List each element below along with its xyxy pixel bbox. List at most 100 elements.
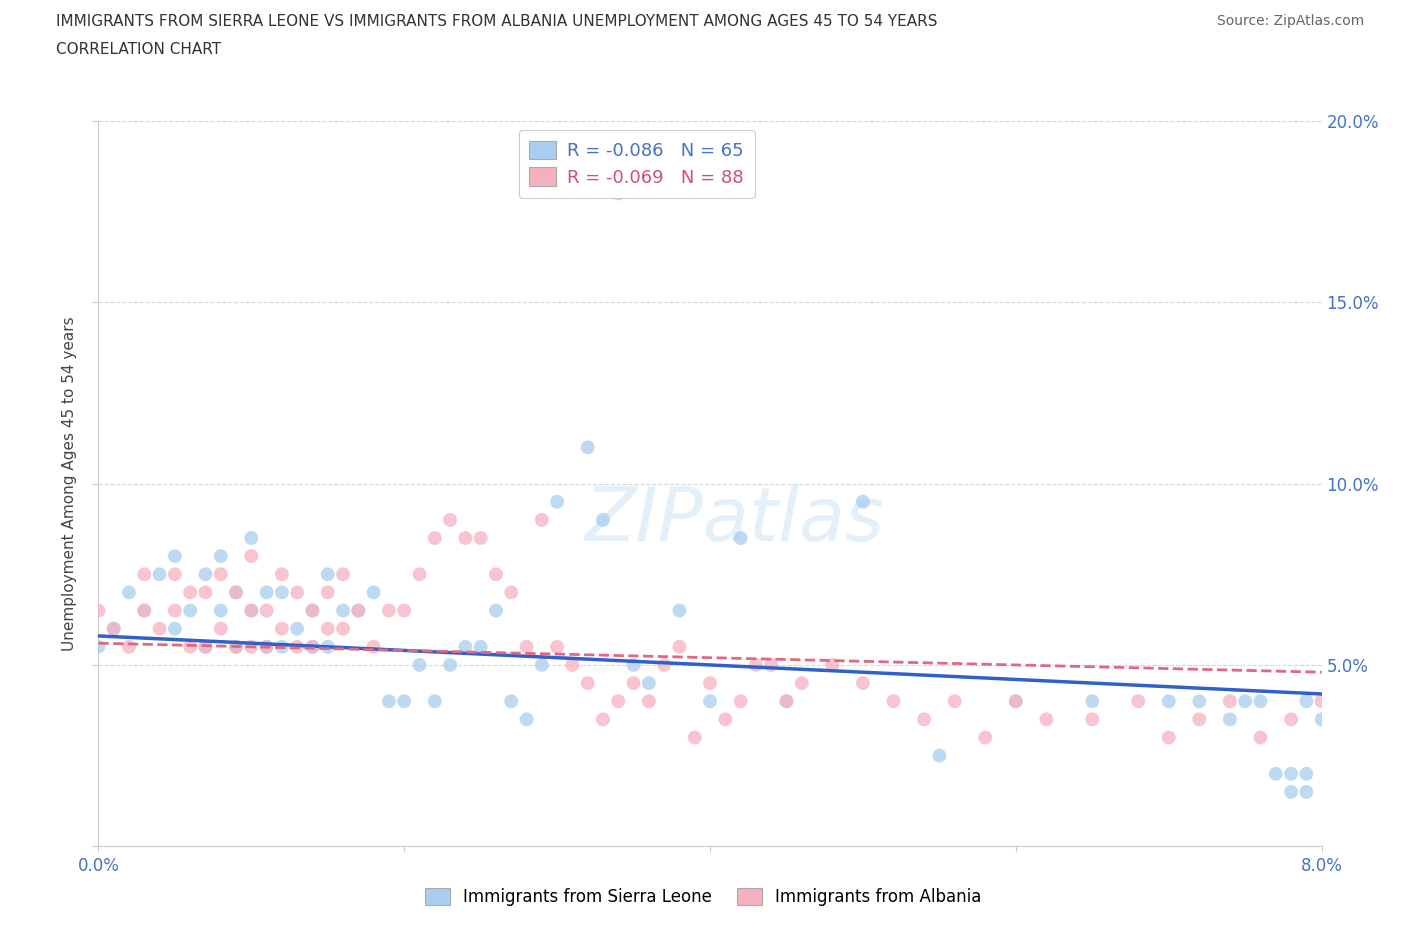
Point [179,640,201,655]
Point [637,675,661,690]
Point [285,640,308,655]
Point [209,567,232,582]
Point [363,585,385,600]
Point [652,658,675,672]
Point [316,585,339,600]
Point [501,694,523,709]
Point [576,675,599,690]
Point [332,567,354,582]
Point [163,621,186,636]
Point [1188,694,1211,709]
Text: ZIPatlas: ZIPatlas [585,484,884,556]
Point [1249,694,1271,709]
Point [194,585,217,600]
Point [1402,694,1406,709]
Point [1004,694,1026,709]
Point [408,567,430,582]
Point [134,567,156,582]
Point [592,712,614,727]
Point [423,694,446,709]
Point [149,621,172,636]
Point [852,675,875,690]
Point [347,604,370,618]
Point [316,640,339,655]
Point [912,712,935,727]
Point [149,567,172,582]
Point [1279,712,1302,727]
Point [454,640,477,655]
Point [561,658,583,672]
Point [530,512,553,527]
Point [454,530,477,545]
Point [225,640,247,655]
Point [470,530,492,545]
Point [240,549,263,564]
Point [256,640,278,655]
Point [134,604,156,618]
Point [256,604,278,618]
Point [332,621,354,636]
Point [485,567,508,582]
Point [775,694,797,709]
Point [209,621,232,636]
Point [225,585,247,600]
Point [194,567,217,582]
Point [179,585,201,600]
Point [974,730,997,745]
Point [546,640,568,655]
Point [209,549,232,564]
Point [240,640,263,655]
Point [501,585,523,600]
Point [1295,785,1317,800]
Point [301,604,323,618]
Point [240,604,263,618]
Text: IMMIGRANTS FROM SIERRA LEONE VS IMMIGRANTS FROM ALBANIA UNEMPLOYMENT AMONG AGES : IMMIGRANTS FROM SIERRA LEONE VS IMMIGRAN… [56,14,938,29]
Point [256,585,278,600]
Point [623,658,645,672]
Point [256,640,278,655]
Point [316,621,339,636]
Point [378,604,401,618]
Point [576,440,599,455]
Point [118,640,141,655]
Point [546,495,568,510]
Point [423,530,446,545]
Point [301,604,323,618]
Point [439,658,461,672]
Point [607,694,630,709]
Point [1219,712,1241,727]
Point [730,530,752,545]
Point [1234,694,1257,709]
Point [301,640,323,655]
Point [1157,730,1180,745]
Point [775,694,797,709]
Point [1341,730,1364,745]
Point [1372,712,1395,727]
Point [516,640,538,655]
Legend: Immigrants from Sierra Leone, Immigrants from Albania: Immigrants from Sierra Leone, Immigrants… [418,881,988,912]
Point [194,640,217,655]
Point [103,621,125,636]
Point [928,748,950,763]
Text: CORRELATION CHART: CORRELATION CHART [56,42,221,57]
Point [730,694,752,709]
Point [1157,694,1180,709]
Point [623,675,645,690]
Point [485,604,508,618]
Point [637,694,661,709]
Point [332,604,354,618]
Point [118,585,141,600]
Point [285,621,308,636]
Point [1249,730,1271,745]
Point [270,640,294,655]
Point [225,585,247,600]
Point [194,640,217,655]
Point [470,640,492,655]
Point [516,712,538,727]
Point [683,730,706,745]
Point [392,694,416,709]
Point [270,621,294,636]
Point [759,658,782,672]
Point [270,567,294,582]
Point [1081,694,1104,709]
